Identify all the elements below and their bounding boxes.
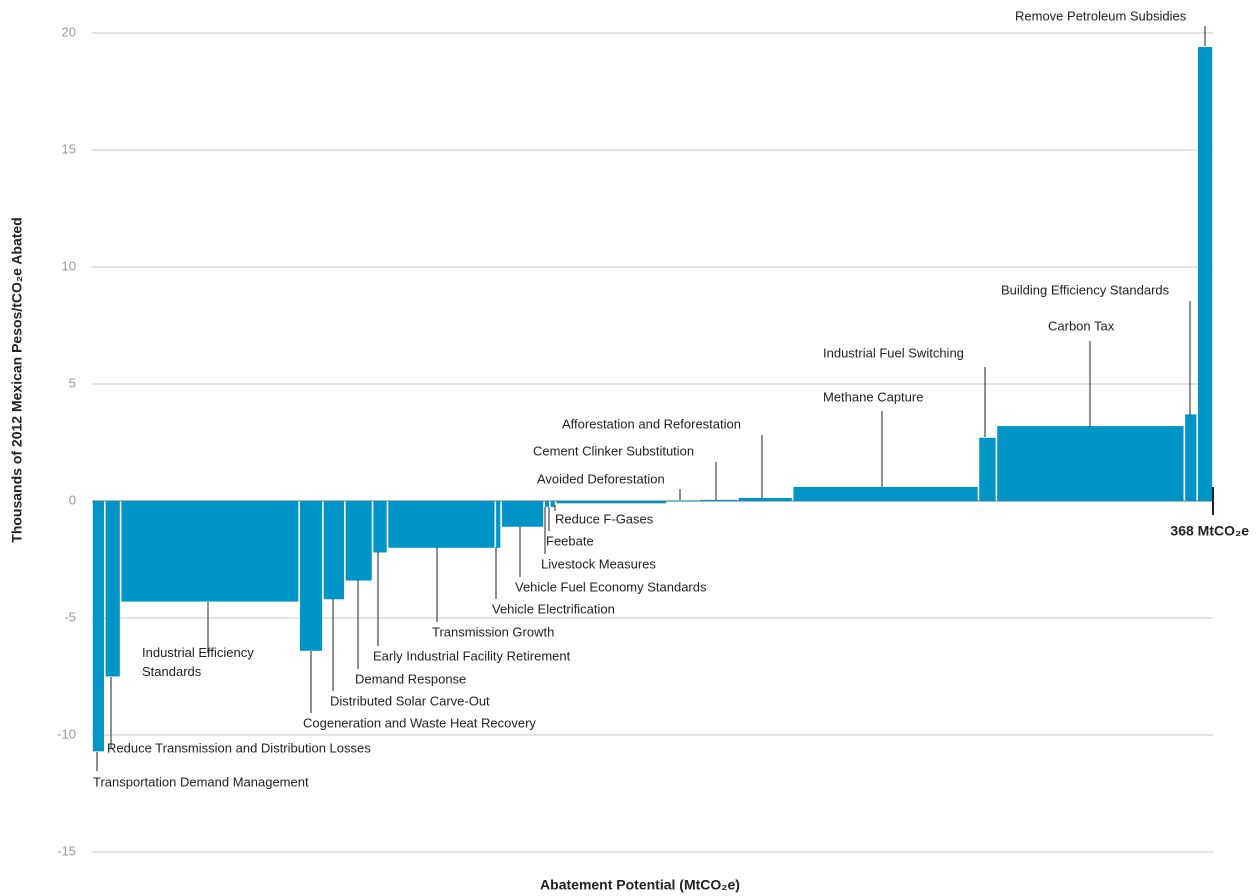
bar-label: Early Industrial Facility Retirement	[373, 648, 571, 663]
bar-label: Transmission Growth	[432, 624, 554, 639]
bar	[323, 501, 345, 600]
bar-label: Avoided Deforestation	[537, 471, 665, 486]
y-tick-label: -5	[64, 609, 76, 624]
end-annotation: 368 MtCO₂e	[1170, 523, 1249, 539]
bar	[299, 501, 323, 651]
y-tick-label: -10	[57, 726, 76, 741]
y-tick-label: -15	[57, 843, 76, 858]
bar	[544, 501, 550, 507]
bar	[793, 486, 978, 501]
bar	[121, 501, 299, 602]
bar-label: Demand Response	[355, 671, 466, 686]
bar-label: Feebate	[546, 533, 594, 548]
bar-label: Cement Clinker Substitution	[533, 443, 694, 458]
bar-label: Remove Petroleum Subsidies	[1015, 8, 1187, 23]
bar-label: Cogeneration and Waste Heat Recovery	[303, 715, 536, 730]
y-tick-label: 20	[62, 24, 76, 39]
bar-label: Vehicle Fuel Economy Standards	[515, 579, 707, 594]
bar	[550, 501, 555, 507]
bar	[556, 501, 667, 504]
bar	[997, 426, 1184, 501]
x-axis-title: Abatement Potential (MtCO₂e)	[540, 877, 740, 893]
bar	[388, 501, 495, 548]
bar-label: Industrial Efficiency Standards	[142, 645, 254, 679]
bar-label: Afforestation and Reforestation	[562, 416, 741, 431]
bar-label: Reduce Transmission and Distribution Los…	[107, 740, 371, 755]
bar	[1185, 414, 1197, 501]
bar-label: Vehicle Electrification	[492, 601, 615, 616]
y-tick-label: 15	[62, 141, 76, 156]
y-tick-label: 5	[69, 375, 76, 390]
bar-label: Distributed Solar Carve-Out	[330, 693, 490, 708]
bar	[1197, 47, 1213, 501]
bar-label: Reduce F-Gases	[555, 511, 654, 526]
bar-label: Transportation Demand Management	[93, 774, 309, 789]
y-axis-title: Thousands of 2012 Mexican Pesos/tCO₂e Ab…	[9, 217, 25, 542]
y-tick-label: 0	[69, 492, 76, 507]
bar	[667, 500, 699, 502]
bar	[738, 497, 792, 501]
bar-label: Carbon Tax	[1048, 318, 1115, 333]
bar	[501, 501, 544, 527]
bar-label: Methane Capture	[823, 389, 923, 404]
bar	[979, 437, 996, 501]
bar	[92, 501, 104, 752]
y-tick-label: 10	[62, 258, 76, 273]
bar	[373, 501, 387, 553]
bar	[345, 501, 372, 581]
bar	[496, 501, 501, 548]
bar-label: Building Efficiency Standards	[1001, 282, 1170, 297]
bar-label: Industrial Fuel Switching	[823, 345, 964, 360]
bar	[105, 501, 120, 677]
bar	[700, 499, 737, 501]
bar-label: Livestock Measures	[541, 556, 656, 571]
